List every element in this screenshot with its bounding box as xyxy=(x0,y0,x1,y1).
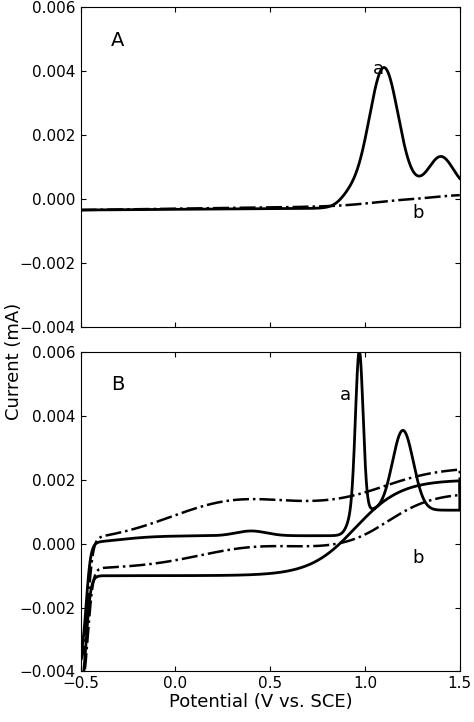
Text: Current (mA): Current (mA) xyxy=(5,303,23,419)
Text: Potential (V vs. SCE): Potential (V vs. SCE) xyxy=(169,693,353,711)
Text: b: b xyxy=(412,549,424,567)
Text: a: a xyxy=(340,386,351,404)
Text: A: A xyxy=(111,30,124,50)
Text: b: b xyxy=(412,204,424,222)
Text: B: B xyxy=(111,375,124,394)
Text: a: a xyxy=(373,60,383,78)
